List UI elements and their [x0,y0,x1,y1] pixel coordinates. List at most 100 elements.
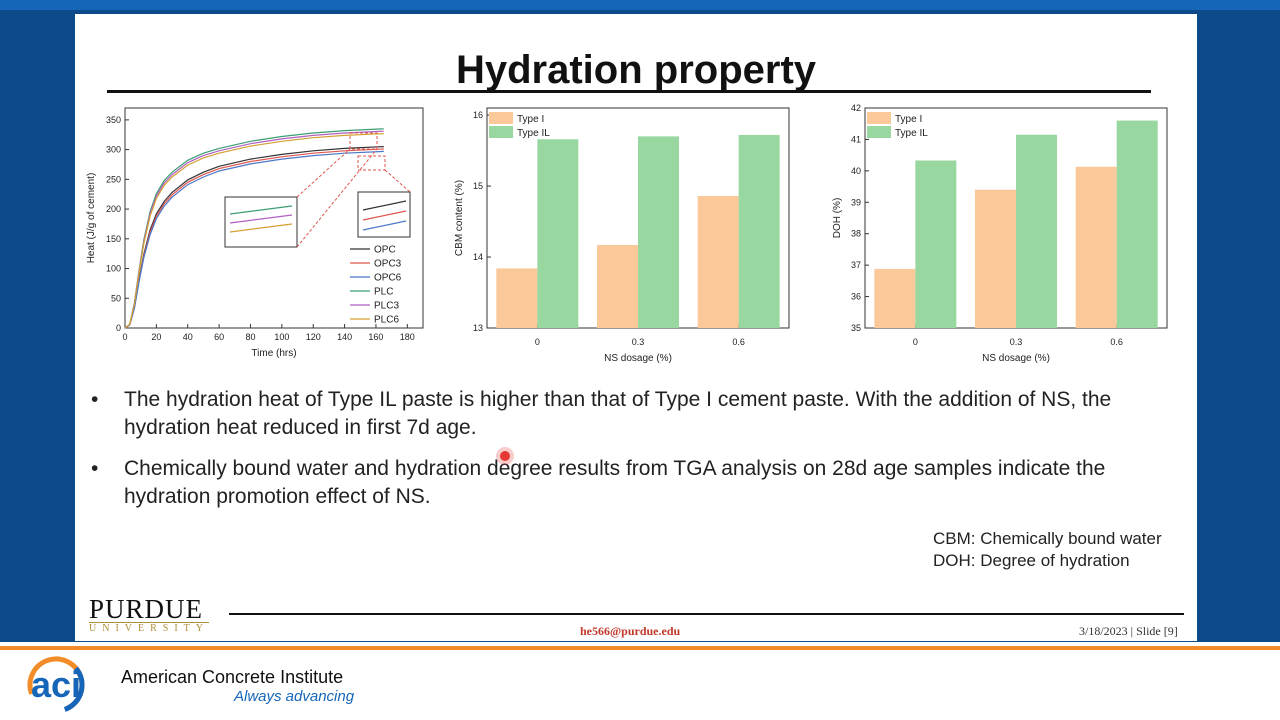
legend-swatch [867,112,891,124]
title-divider [107,90,1151,93]
slide-title: Hydration property [455,48,817,92]
bar [1016,134,1057,328]
y-tick-label: 16 [473,110,483,120]
zoom-region-plc [349,132,378,150]
hydration-heat-chart: 0 20 40 60 80 100 120 140 160 180 0 50 100 150 200 250 3… [86,107,424,359]
zoom-inset-right [357,191,411,238]
x-axis-label: NS dosage (%) [982,353,1050,364]
doh-chart-panel: 35 36 37 38 39 40 41 42 0 0.3 0.6 NS dosage (%) DOH … [827,102,1172,377]
bullet-list: • The hydration heat of Type IL paste is… [91,386,1171,524]
footer-email: he566@purdue.edu [580,624,681,638]
purdue-logo-name: PURDUE [89,594,204,624]
x-tick-label: 120 [306,332,321,342]
legend-label: PLC6 [374,315,399,326]
legend-label: OPC6 [374,273,402,284]
y-axis-label: DOH (%) [832,198,843,239]
top-accent-bar [0,0,1280,10]
bar [537,139,579,328]
y-tick-label: 350 [106,115,121,125]
x-tick-label: 0 [122,332,127,342]
series-line [124,150,384,329]
x-tick-label: 20 [151,332,161,342]
legend-label: Type IL [895,128,928,139]
plot-frame [124,107,424,329]
legend-label: PLC3 [374,301,399,312]
x-tick-label: 180 [400,332,415,342]
bar [874,268,916,328]
x-tick-label: 160 [368,332,383,342]
x-axis-label: NS dosage (%) [604,353,672,364]
x-tick-label: 140 [337,332,352,342]
purdue-logo: PURDUE UNIVERSITY [89,596,209,635]
legend-swatch [489,112,513,124]
x-tick-label: 60 [214,332,224,342]
x-tick-label: 80 [245,332,255,342]
bullet-item: • The hydration heat of Type IL paste is… [91,386,1171,442]
y-tick-label: 14 [473,252,483,262]
bar [697,196,739,328]
slide: Hydration property 0 20 40 60 80 100 120 140 160… [75,14,1197,641]
bar [1116,120,1158,328]
x-tick-label: 0.3 [632,337,645,347]
y-tick-label: 38 [851,229,861,239]
bar [975,189,1016,328]
inset-series-line [362,220,407,231]
cbm-content-chart: 13 14 15 16 0 0.3 0.6 NS dosage (%) CBM content … [454,107,790,364]
aci-tagline: Always advancing [234,688,355,705]
x-axis-label: Time (hrs) [251,348,296,359]
inset-series-line [362,200,407,211]
inset-series-line [229,214,293,224]
zoom-region-opc [357,155,386,171]
y-tick-label: 200 [106,204,121,214]
aci-name: American Concrete Institute [121,667,344,687]
legend-swatch [867,126,891,138]
y-tick-label: 37 [851,260,861,270]
abbreviation-doh: DOH: Degree of hydration [933,551,1130,570]
bar [496,268,538,328]
legend-label: OPC3 [374,259,402,270]
heat-chart-panel: 0 20 40 60 80 100 120 140 160 180 0 50 100 150 200 250 3… [80,102,430,377]
y-tick-label: 41 [851,134,861,144]
legend-label: Type I [517,114,544,125]
y-axis-label: CBM content (%) [454,180,465,256]
aci-logo-icon: aci [27,656,85,714]
legend-label: OPC [374,245,396,256]
x-tick-label: 40 [183,332,193,342]
y-tick-label: 50 [111,293,121,303]
y-tick-label: 15 [473,181,483,191]
bar [915,160,957,328]
x-tick-label: 0.6 [1110,337,1123,347]
series-line [124,133,384,329]
y-tick-label: 40 [851,166,861,176]
cbm-chart-panel: 13 14 15 16 0 0.3 0.6 NS dosage (%) CBM content … [449,102,794,377]
x-tick-label: 0 [535,337,540,347]
x-tick-label: 0 [913,337,918,347]
y-tick-label: 13 [473,323,483,333]
inset-series-line [229,205,293,215]
x-tick-label: 100 [274,332,289,342]
abbreviation-cbm: CBM: Chemically bound water [933,529,1162,548]
legend-label: Type I [895,114,922,125]
aci-logo-text: aci [31,664,81,705]
legend-label: PLC [374,287,393,298]
zoom-connector [384,169,411,193]
footer-slide-info: 3/18/2023 | Slide [9] [1079,624,1178,638]
doh-chart: 35 36 37 38 39 40 41 42 0 0.3 0.6 NS dosage (%) DOH … [832,103,1168,364]
bullet-marker: • [91,388,99,411]
bar [638,136,679,328]
x-tick-label: 0.3 [1010,337,1023,347]
bar [1075,166,1117,328]
bullet-text: The hydration heat of Type IL paste is h… [124,388,1112,439]
laser-pointer-dot [500,451,510,461]
zoom-connector [296,148,351,198]
bullet-marker: • [91,457,99,480]
purdue-logo-sub: UNIVERSITY [89,622,209,634]
bullet-item: • Chemically bound water and hydration d… [91,455,1171,511]
bullet-text: Chemically bound water and hydration deg… [124,457,1106,508]
y-axis-label: Heat (J/g of cement) [86,173,97,264]
bar [738,134,780,328]
y-tick-label: 250 [106,174,121,184]
inset-series-line [229,223,293,233]
brand-divider [0,646,1280,650]
y-tick-label: 0 [116,323,121,333]
